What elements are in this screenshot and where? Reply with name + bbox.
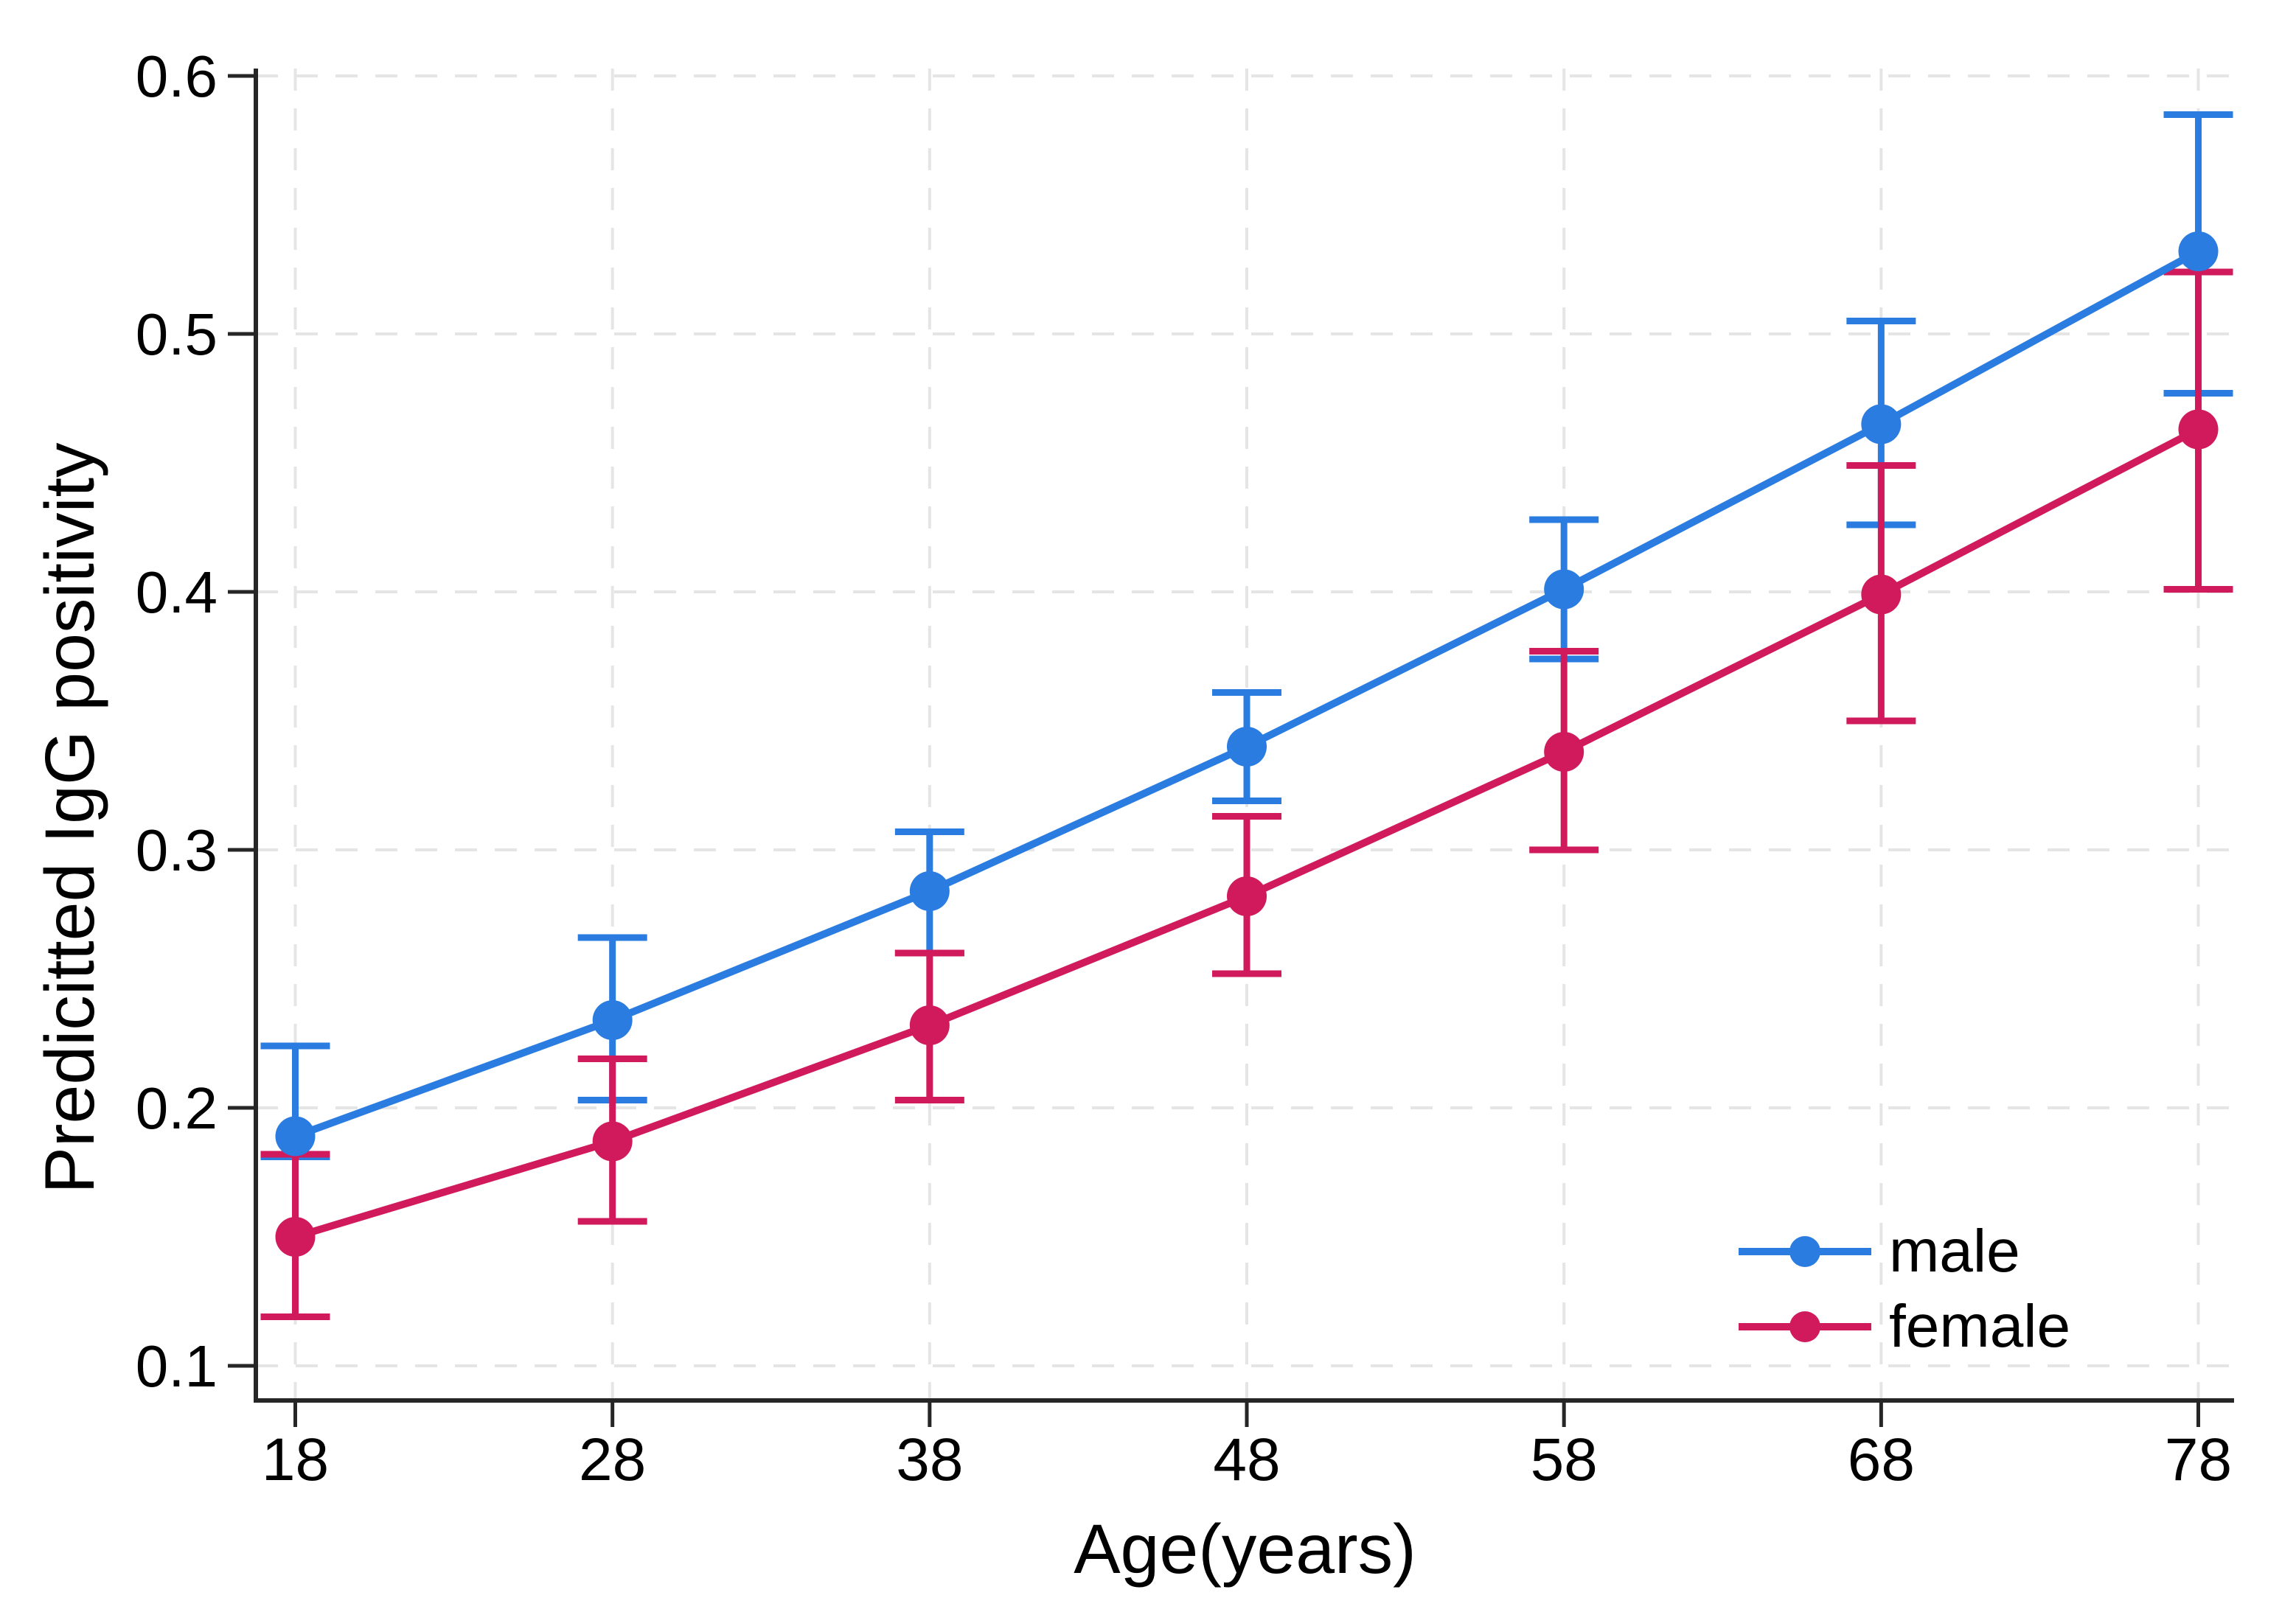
male-point-68 [1861,404,1902,444]
male-point-78 [2178,231,2219,271]
axis-ticks [228,74,2201,1427]
axes [254,69,2234,1403]
male-point-58 [1544,569,1584,610]
female-point-68 [1861,574,1902,615]
x-tick-label-28: 28 [579,1426,646,1493]
female-line-dot-icon [1739,1311,1871,1342]
female-point-18 [275,1217,316,1257]
legend-label-female: female [1889,1293,2071,1360]
legend: male female [1739,1215,2070,1364]
x-tick-label-78: 78 [2165,1426,2232,1493]
x-tick-label-38: 38 [896,1426,963,1493]
female-point-38 [909,1005,950,1045]
x-tick-label-48: 48 [1213,1426,1280,1493]
male-point-38 [909,871,950,911]
x-tick-label-58: 58 [1531,1426,1598,1493]
male-point-48 [1227,727,1267,767]
male-line-dot-icon [1739,1236,1871,1267]
y-tick-label-0.1: 0.1 [136,1333,218,1399]
legend-item-female: female [1739,1290,2070,1364]
x-tick-label-18: 18 [262,1426,329,1493]
legend-item-male: male [1739,1215,2070,1288]
female-point-28 [592,1121,633,1162]
legend-label-male: male [1889,1218,2020,1285]
female-point-78 [2178,409,2219,450]
tick-labels: 0.1 0.2 0.3 0.4 0.5 0.6 18 28 38 48 58 68 78 [136,43,2232,1493]
male-point-18 [275,1116,316,1156]
error-bars [260,111,2233,1320]
female-point-58 [1544,732,1584,772]
x-tick-label-68: 68 [1848,1426,1915,1493]
data-series [275,231,2219,1257]
y-tick-label-0.5: 0.5 [136,301,218,367]
gridlines [256,69,2241,1400]
male-point-28 [592,1000,633,1040]
y-axis-title: Predicitted IgG positivity [31,442,109,1194]
y-tick-label-0.2: 0.2 [136,1075,218,1141]
x-axis-title: Age(years) [1074,1510,1416,1588]
y-tick-label-0.6: 0.6 [136,43,218,109]
y-tick-label-0.4: 0.4 [136,559,218,625]
female-point-48 [1227,876,1267,916]
y-tick-label-0.3: 0.3 [136,817,218,883]
